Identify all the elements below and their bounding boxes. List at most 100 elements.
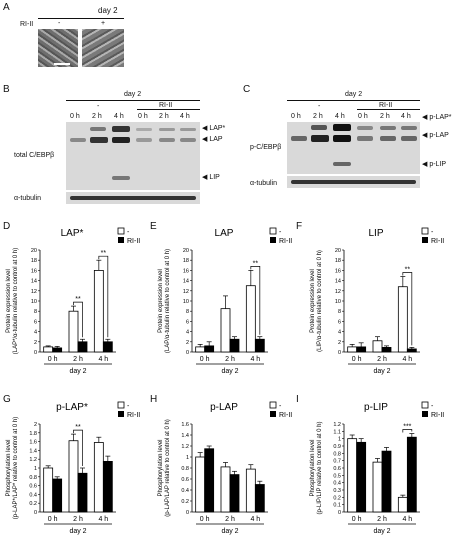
x-tick-label: 2 h — [225, 516, 235, 523]
significance-bracket — [98, 255, 109, 338]
y-tick-label: 0.4 — [181, 488, 189, 494]
significance-bracket — [250, 266, 261, 335]
chart-f: LIP - RI-II 0 2 4 6 8 10 12 14 16 18 20 Protein expres… — [310, 227, 444, 375]
significance-bracket — [73, 429, 83, 466]
panel-b-time-label: 2 h — [92, 113, 102, 120]
y-tick-label: 0.8 — [181, 466, 189, 472]
y-tick-label: 2 — [34, 422, 37, 428]
legend-label: - — [431, 229, 434, 236]
y-tick-label: 0.6 — [29, 484, 37, 490]
y-axis-label: (LAP/α-tubulin relative to control at 0 … — [165, 249, 171, 353]
significance-label: ** — [253, 260, 259, 267]
x-tick-label: 2 h — [73, 356, 83, 363]
blot-band — [112, 176, 130, 180]
y-tick-label: 1 — [186, 455, 189, 461]
blot-band — [136, 128, 152, 131]
x-axis-label: day 2 — [221, 368, 238, 375]
y-tick-label: 0.2 — [333, 495, 341, 501]
bar — [52, 478, 63, 513]
y-tick-label: 0.2 — [181, 499, 189, 505]
y-tick-label: 12 — [183, 289, 189, 295]
y-tick-label: 1.1 — [333, 429, 341, 435]
legend-swatch-minus — [421, 227, 429, 235]
y-tick-label: 16 — [183, 268, 189, 274]
y-tick-label: 1.6 — [181, 422, 189, 428]
blot-band — [311, 135, 329, 142]
panel-letter-f: F — [296, 221, 303, 232]
significance-label: ** — [75, 296, 81, 303]
chart-title: p-LAP* — [56, 402, 88, 413]
x-axis-label: day 2 — [373, 368, 390, 375]
panel-letter-h: H — [150, 394, 158, 405]
y-tick-label: 16 — [335, 268, 341, 274]
significance-bracket — [402, 429, 413, 433]
significance-bracket — [402, 272, 413, 346]
y-tick-label: 0 — [34, 510, 37, 516]
chart-h: p-LAP - RI-II 0 0.2 0.4 0.6 0.8 1 1.2 1.4 1.6 Phosph… — [158, 401, 292, 535]
y-tick-label: 0.4 — [29, 492, 37, 498]
panel-b-band-label: ◀ LIP — [202, 174, 220, 181]
y-tick-label: 0 — [338, 350, 341, 356]
blot-band — [380, 126, 396, 130]
x-tick-label: 2 h — [73, 516, 83, 523]
panel-c-treat-line — [357, 109, 420, 110]
y-tick-label: 1 — [338, 437, 341, 443]
y-tick-label: 2 — [186, 340, 189, 346]
blot-band — [311, 125, 327, 130]
bar — [406, 348, 417, 353]
panel-b-time-label: 0 h — [138, 113, 148, 120]
x-tick-label: 2 h — [377, 516, 387, 523]
legend-label: - — [279, 229, 282, 236]
blot-band — [291, 136, 307, 141]
blot-band — [112, 137, 130, 143]
y-tick-label: 10 — [31, 299, 37, 305]
panel-a-condition-minus: - — [58, 20, 61, 27]
y-tick-label: 0 — [186, 510, 189, 516]
legend-label: RI-II — [431, 238, 444, 245]
panel-b-loading-blot — [66, 192, 200, 204]
panel-b-loading-label: α-tubulin — [14, 195, 42, 202]
bar — [102, 461, 113, 513]
legend-swatch-ri-ii — [422, 411, 428, 417]
x-tick-label: 2 h — [377, 356, 387, 363]
y-tick-label: 20 — [335, 248, 341, 254]
panel-b-left-label: total C/EBPβ — [14, 152, 55, 159]
legend-swatch-ri-ii — [422, 237, 428, 243]
legend-label: RI-II — [279, 412, 292, 419]
y-tick-label: 4 — [186, 330, 189, 336]
blot-band — [159, 138, 175, 142]
y-axis-label: Phosphorylation level — [158, 439, 164, 496]
bar — [204, 345, 215, 353]
panel-b-blot — [66, 122, 200, 190]
legend-label: - — [127, 229, 130, 236]
x-tick-label: 4 h — [402, 356, 412, 363]
bar — [77, 341, 88, 353]
x-tick-label: 4 h — [250, 516, 260, 523]
y-tick-label: 8 — [186, 309, 189, 315]
panel-c-blot — [287, 122, 420, 174]
significance-label: ** — [101, 250, 107, 257]
panel-letter-g: G — [3, 394, 11, 405]
panel-c-time-label: 0 h — [291, 113, 301, 120]
panel-c-treatment-label: RI-II — [379, 102, 393, 109]
y-tick-label: 0.8 — [333, 451, 341, 457]
legend-label: - — [279, 403, 282, 410]
y-tick-label: 0.1 — [333, 503, 341, 509]
panel-a-group-line — [38, 18, 124, 19]
x-tick-label: 0 h — [352, 356, 362, 363]
panel-a-row-label: RI-II — [20, 21, 34, 28]
y-tick-label: 1.4 — [29, 448, 37, 454]
bar — [68, 440, 79, 513]
y-tick-label: 1.2 — [333, 422, 341, 428]
bar — [254, 484, 265, 513]
panel-letter-a: A — [3, 2, 10, 13]
significance-label: ** — [75, 424, 81, 431]
blot-band — [333, 124, 351, 131]
panel-c-time-label: 2 h — [313, 113, 323, 120]
y-tick-label: 6 — [34, 319, 37, 325]
bar — [93, 270, 104, 353]
y-tick-label: 1.6 — [29, 440, 37, 446]
bar — [229, 474, 240, 513]
bar — [254, 338, 265, 353]
y-tick-label: 20 — [183, 248, 189, 254]
